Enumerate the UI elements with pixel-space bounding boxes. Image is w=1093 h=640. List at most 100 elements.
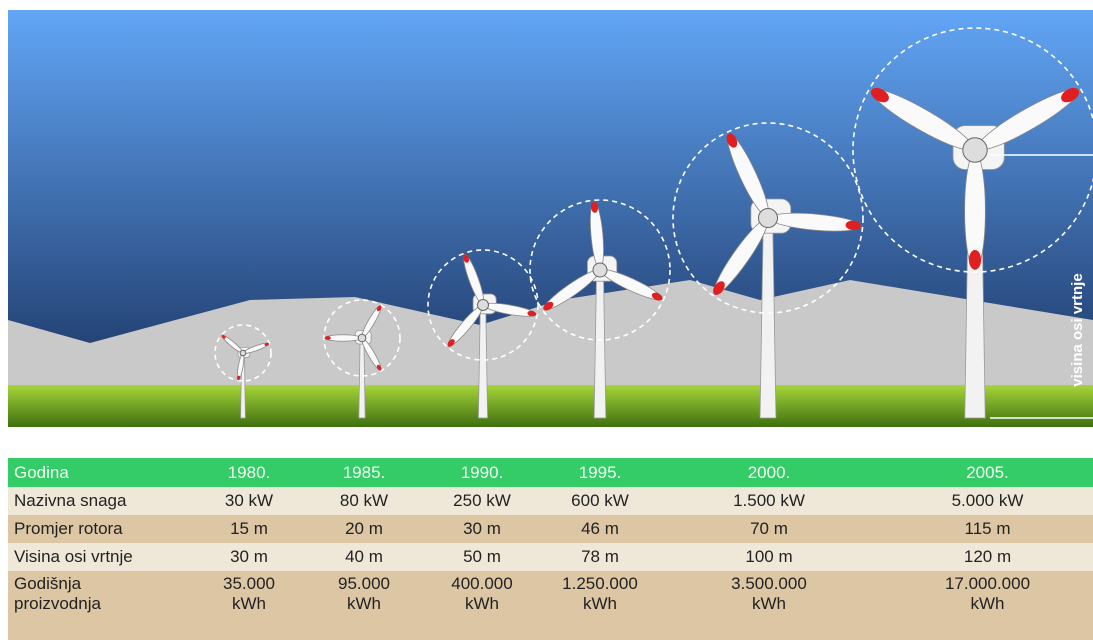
blade-tip xyxy=(463,254,470,263)
table-row: Visina osi vrtnje 30 m 40 m 50 m 78 m 100 m 12… xyxy=(8,543,1093,571)
table-cell: 46 m xyxy=(538,515,656,543)
blade-tip xyxy=(221,335,226,339)
blade xyxy=(483,302,537,317)
blade xyxy=(600,269,663,301)
cell-line: 5.000 kW xyxy=(951,491,1024,510)
table-cell: 30 m xyxy=(420,515,538,543)
table-cell: 17.000.000 kWh xyxy=(876,571,1093,640)
blade-tip xyxy=(264,342,269,346)
table-cell: 5.000 kW xyxy=(876,487,1093,515)
cell-line: kWh xyxy=(583,594,617,613)
cell-line: Godišnja xyxy=(14,574,82,593)
table-cell: 1980. xyxy=(190,458,302,487)
cell-line: kWh xyxy=(347,594,381,613)
hub xyxy=(962,137,988,163)
cell-line: 600 kW xyxy=(571,491,629,510)
rotor-circle xyxy=(529,199,671,341)
blade-tip xyxy=(726,133,738,148)
cell-line: 35.000 xyxy=(223,574,275,593)
table-cell: Godina xyxy=(8,458,190,487)
cell-line: kWh xyxy=(232,594,266,613)
hub xyxy=(477,299,489,311)
blade-tip xyxy=(590,201,599,213)
table-cell: 3.500.000 kWh xyxy=(656,571,876,640)
turbines xyxy=(214,27,1093,419)
table-cell: 2000. xyxy=(656,458,876,487)
table-cell: 78 m xyxy=(538,543,656,571)
blade-tip xyxy=(376,305,382,312)
hub xyxy=(357,333,367,343)
cell-line: 40 m xyxy=(345,547,383,566)
cell-line: 3.500.000 xyxy=(731,574,807,593)
table-cell: 15 m xyxy=(190,515,302,543)
blade-tip xyxy=(447,339,455,347)
cell-line: 15 m xyxy=(230,519,268,538)
cell-line: kWh xyxy=(752,594,786,613)
height-label: visina osi vrtnje xyxy=(1069,273,1086,386)
blade-tip xyxy=(870,87,889,103)
ground xyxy=(8,385,1093,427)
cell-line: 250 kW xyxy=(453,491,511,510)
table-cell: 250 kW xyxy=(420,487,538,515)
blade xyxy=(221,334,244,354)
cell-line: kWh xyxy=(465,594,499,613)
table-cell: 1.250.000 kWh xyxy=(538,571,656,640)
tower xyxy=(477,304,489,419)
blade-tip xyxy=(713,281,725,295)
blade xyxy=(543,269,600,311)
table-cell: 120 m xyxy=(876,543,1093,571)
rotor-circle xyxy=(214,324,272,382)
blade-tip xyxy=(376,364,382,371)
rotor-circle xyxy=(672,122,864,314)
blade-tip xyxy=(1061,87,1080,103)
hub xyxy=(592,262,608,278)
hub xyxy=(758,208,778,228)
table-cell: 1995. xyxy=(538,458,656,487)
table-cell: 100 m xyxy=(656,543,876,571)
cell-line: 115 m xyxy=(964,519,1011,538)
cell-line: 46 m xyxy=(581,519,619,538)
cell-line: Promjer rotora xyxy=(14,519,123,538)
tower xyxy=(358,337,366,419)
blade xyxy=(769,212,862,232)
cell-line: 80 kW xyxy=(339,491,389,510)
blade-tip xyxy=(237,375,241,381)
blade xyxy=(870,87,974,151)
mountains xyxy=(8,280,1093,386)
rotor-circle xyxy=(427,249,539,361)
table-cell: 70 m xyxy=(656,515,876,543)
blade xyxy=(589,201,604,270)
table-row: Godina 1980. 1985. 1990. 1995. 2000. 2005. xyxy=(8,458,1093,487)
cell-line: 100 m xyxy=(745,547,793,566)
cell-line: 1.250.000 xyxy=(562,574,638,593)
table-cell: Nazivna snaga xyxy=(8,487,190,515)
table-cell: 1985. xyxy=(302,458,420,487)
table-cell: 400.000 kWh xyxy=(420,571,538,640)
table-cell: Godišnja proizvodnja xyxy=(8,571,190,640)
table-cell: 35.000 kWh xyxy=(190,571,302,640)
cell-line: 120 m xyxy=(963,547,1012,566)
cell-line: Nazivna snaga xyxy=(14,491,127,510)
table-cell: 20 m xyxy=(302,515,420,543)
rotor-circle xyxy=(852,27,1093,273)
table-cell: 30 kW xyxy=(190,487,302,515)
table-cell: 2005. xyxy=(876,458,1093,487)
table-cell: 1.500 kW xyxy=(656,487,876,515)
blade-tip xyxy=(543,301,554,311)
cell-line: 95.000 xyxy=(338,574,390,593)
cell-line: 20 m xyxy=(345,519,383,538)
cell-line: 30 m xyxy=(463,519,501,538)
table-row: Godišnja proizvodnja 35.000 kWh 95.000 kWh 400… xyxy=(8,571,1093,640)
table-row: Nazivna snaga 30 kW 80 kW 250 kW 600 kW 1.500… xyxy=(8,487,1093,515)
table-cell: 600 kW xyxy=(538,487,656,515)
blade-tip xyxy=(968,250,982,270)
blade xyxy=(324,334,362,342)
cell-line: proizvodnja xyxy=(14,594,101,613)
cell-line: 70 m xyxy=(750,519,788,538)
cell-line: Visina osi vrtnje xyxy=(14,547,133,566)
table-cell: 1990. xyxy=(420,458,538,487)
table-cell: 40 m xyxy=(302,543,420,571)
illustration: visina osi vrtnje xyxy=(8,10,1093,427)
table-cell: 95.000 kWh xyxy=(302,571,420,640)
blade xyxy=(713,218,769,295)
